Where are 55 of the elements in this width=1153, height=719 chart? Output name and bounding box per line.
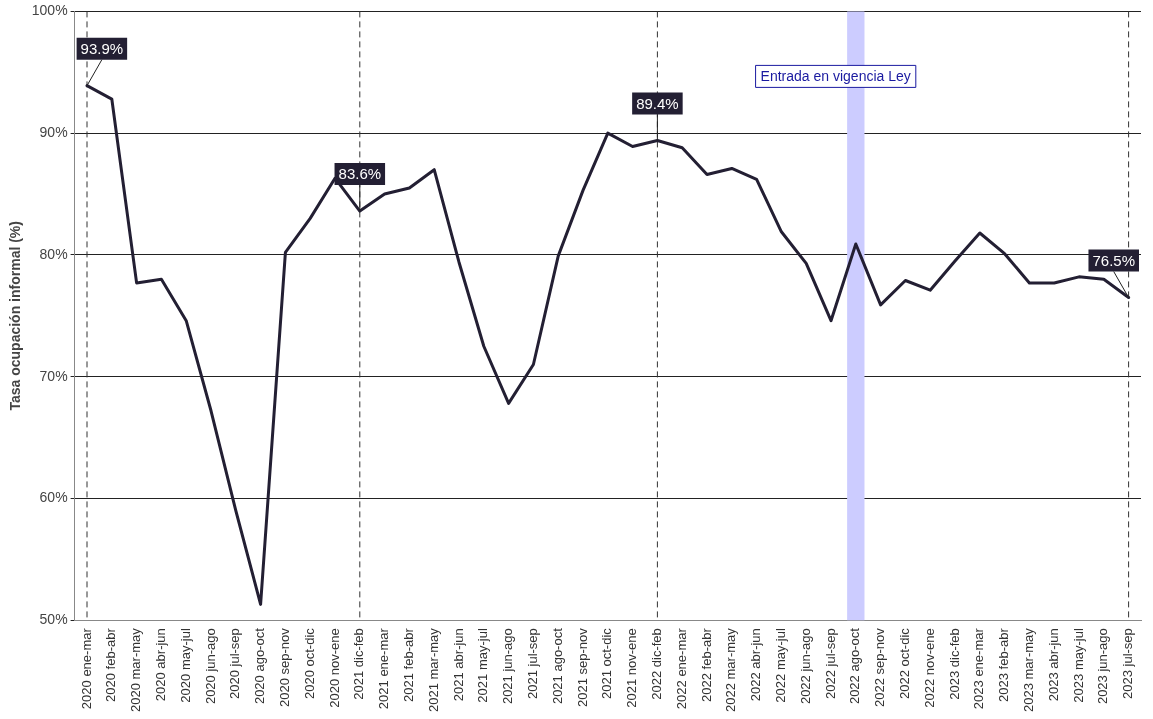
x-tick-label: 2021 mar-may — [425, 627, 441, 712]
x-tick-label: 2021 feb-abr — [400, 627, 416, 702]
y-tick-label: 50% — [39, 611, 68, 628]
x-tick-label: 2021 abr-jun — [450, 628, 466, 702]
x-tick-label: 2020 ene-mar — [78, 627, 94, 710]
data-label: 76.5% — [1092, 251, 1136, 269]
x-tick-label: 2023 feb-abr — [996, 627, 1012, 702]
x-tick-label: 2020 may-jul — [177, 628, 193, 703]
band-label: Entrada en vigencia Ley — [760, 68, 911, 85]
x-tick-label: 2022 oct-dic — [896, 627, 912, 700]
x-tick-label: 2023 jul-sep — [1120, 628, 1136, 700]
x-tick-label: 2021 may-jul — [475, 628, 491, 703]
y-axis-title: Tasa ocupación informal (%) — [7, 221, 24, 411]
x-tick-label: 2020 abr-jun — [152, 628, 168, 702]
x-tick-label: 2020 jun-ago — [202, 628, 218, 705]
x-tick-label: 2021 jul-sep — [524, 628, 540, 700]
x-tick-label: 2020 feb-abr — [103, 627, 119, 702]
x-tick-label: 2020 oct-dic — [301, 627, 317, 700]
x-tick-label: 2021 ene-mar — [376, 627, 392, 710]
x-tick-label: 2020 jul-sep — [227, 628, 243, 700]
y-tick-label: 60% — [39, 489, 68, 506]
x-tick-label: 2022 ago-oct — [847, 627, 863, 705]
x-tick-label: 2023 mar-may — [1020, 627, 1036, 712]
x-tick-label: 2021 ago-oct — [549, 627, 565, 705]
x-tick-label: 2020 sep-nov — [276, 627, 292, 707]
data-label: 93.9% — [80, 39, 124, 57]
x-tick-label: 2022 jun-ago — [797, 628, 813, 705]
x-tick-label: 2020 nov-ene — [326, 628, 342, 708]
x-tick-label: 2023 dic-feb — [946, 628, 962, 700]
y-tick-label: 70% — [39, 367, 68, 384]
x-tick-label: 2022 jul-sep — [822, 628, 838, 700]
x-tick-label: 2022 may-jul — [772, 628, 788, 703]
y-tick-label: 90% — [39, 124, 68, 141]
x-tick-label: 2020 ago-oct — [252, 627, 268, 705]
x-tick-label: 2022 nov-ene — [921, 628, 937, 708]
x-tick-label: 2022 sep-nov — [872, 627, 888, 707]
data-label: 89.4% — [636, 94, 679, 112]
x-tick-label: 2022 dic-feb — [648, 628, 664, 700]
x-tick-label: 2022 mar-may — [723, 627, 739, 712]
y-tick-label: 100% — [31, 2, 68, 19]
data-label: 83.6% — [338, 165, 382, 183]
x-tick-label: 2023 ene-mar — [971, 627, 987, 710]
x-tick-label: 2021 jun-ago — [500, 628, 516, 705]
x-tick-label: 2021 nov-ene — [624, 628, 640, 708]
x-tick-label: 2021 sep-nov — [574, 627, 590, 707]
x-tick-label: 2022 feb-abr — [698, 627, 714, 702]
x-tick-label: 2022 abr-jun — [748, 628, 764, 702]
x-tick-label: 2023 jun-ago — [1095, 628, 1111, 705]
y-tick-label: 80% — [39, 245, 68, 262]
x-tick-label: 2022 ene-mar — [673, 627, 689, 710]
x-tick-label: 2023 may-jul — [1070, 628, 1086, 703]
x-tick-label: 2023 abr-jun — [1045, 628, 1061, 702]
x-tick-label: 2020 mar-may — [128, 627, 144, 712]
x-tick-label: 2021 oct-dic — [599, 627, 615, 700]
x-tick-label: 2021 dic-feb — [351, 628, 367, 700]
